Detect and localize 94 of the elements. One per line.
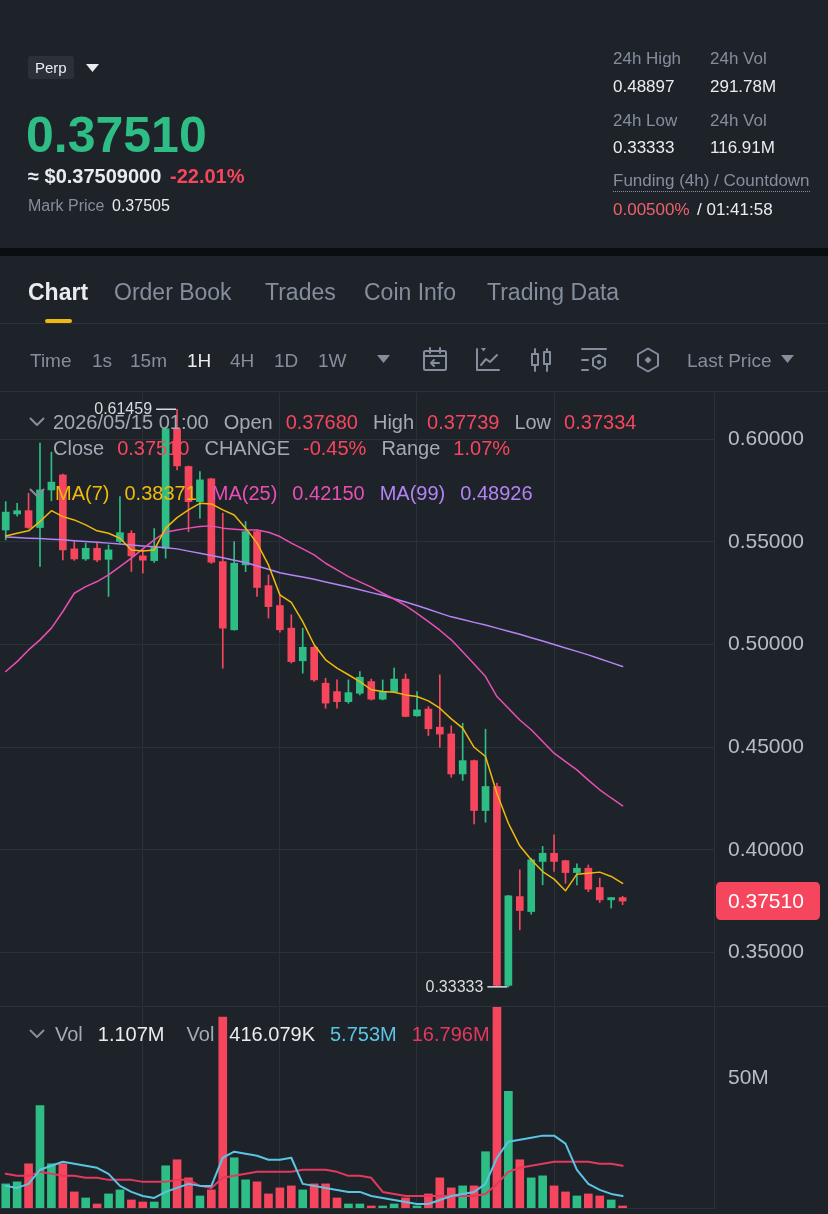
text: Order Book: [114, 279, 232, 305]
bar: [195, 1195, 205, 1208]
text: 116.91M: [710, 138, 775, 157]
bar: [207, 1189, 216, 1208]
text: 1H: [187, 350, 212, 371]
bar: [538, 1175, 547, 1208]
y-tick-label: 0.60000: [728, 426, 804, 449]
annotation: -0.45%: [303, 437, 367, 459]
y-tick-label: 0.50000: [728, 631, 804, 655]
text: Perp: [28, 56, 74, 79]
bar: [606, 1199, 616, 1208]
text: 0.37510: [728, 888, 804, 912]
bar: [149, 1201, 159, 1208]
text: 1D: [274, 350, 299, 371]
annotation: 0.37680: [285, 411, 358, 433]
text: 291.78M: [710, 77, 777, 96]
bar: [161, 1165, 170, 1208]
text: Coin Info: [364, 279, 457, 305]
bar: [275, 1187, 285, 1208]
bar: [286, 1185, 296, 1208]
annotation: 1.07%: [453, 437, 511, 459]
annotation: High: [372, 411, 415, 433]
annotation: Vol: [186, 1023, 215, 1045]
y-tick-label: 0.35000: [728, 939, 804, 963]
y-tick-label: 0.55000: [728, 528, 804, 552]
text: 1W: [318, 350, 347, 371]
text: 4H: [230, 350, 255, 371]
text: Time: [30, 350, 72, 371]
text: Trades: [265, 279, 336, 305]
bar: [549, 1185, 559, 1208]
bar: [572, 1195, 582, 1208]
annotation: 0.37334: [564, 411, 637, 433]
bar: [241, 1179, 250, 1208]
text: 24h High: [613, 49, 682, 68]
text: -22.01%: [170, 165, 245, 187]
text: 24h Vol: [710, 111, 767, 130]
bar: [344, 1203, 353, 1208]
text: 0.37505: [112, 197, 170, 214]
text: MA(99): [379, 482, 446, 504]
bar: [104, 1193, 113, 1208]
text: Mark Price: [28, 197, 105, 214]
text: 0.00500%: [613, 200, 690, 219]
bar: [127, 1199, 136, 1208]
bar: [378, 1205, 388, 1208]
text: ≈ $0.37509000: [28, 165, 162, 187]
bar: [138, 1201, 148, 1208]
bar: [584, 1193, 593, 1208]
text: Funding (4h) / Countdown: [613, 171, 810, 192]
text: Chart: [28, 279, 89, 305]
bar: [595, 1195, 605, 1208]
annotation: Vol: [55, 1023, 83, 1045]
bar: [218, 1016, 228, 1208]
annotation: 416.079K: [229, 1023, 315, 1045]
bar: [229, 1157, 239, 1208]
text: 0.37510: [26, 107, 207, 163]
annotation: Close: [53, 437, 105, 459]
text: / 01:41:58: [697, 200, 773, 219]
bar: [561, 1191, 570, 1208]
bar: [298, 1189, 308, 1208]
text: 1s: [92, 350, 113, 371]
annotation: CHANGE: [204, 437, 291, 459]
annotation: Low: [514, 411, 552, 433]
bar: [504, 1091, 513, 1208]
annotation: Range: [381, 437, 441, 459]
annotation: 0.42150: [292, 482, 365, 504]
bar: [264, 1193, 273, 1208]
annotation: 0.33333: [425, 977, 484, 995]
bar: [618, 1205, 627, 1208]
text: 5.753M: [329, 1023, 397, 1045]
annotation: 0.48926: [460, 482, 533, 504]
text: 16.796M: [411, 1023, 490, 1045]
y-tick-label: 0.45000: [728, 734, 804, 758]
y-tick-label: 0.40000: [728, 836, 804, 860]
bar: [321, 1183, 330, 1208]
text: 0.33333: [613, 138, 675, 157]
text: 24h Low: [613, 111, 678, 130]
bar: [366, 1205, 376, 1208]
text: Trading Data: [487, 279, 620, 305]
bar: [1, 1183, 11, 1208]
annotation: Open: [223, 411, 273, 433]
bar: [526, 1177, 536, 1208]
text: 50M: [728, 1065, 769, 1088]
text: Last Price: [687, 350, 772, 371]
annotation: 1.107M: [97, 1023, 165, 1045]
annotation: 0.37739: [427, 411, 500, 433]
bar: [81, 1197, 91, 1208]
bar: [515, 1159, 525, 1208]
text: 0.48897: [613, 77, 675, 96]
text: 15m: [130, 350, 167, 371]
bar: [47, 1163, 56, 1208]
bar: [252, 1181, 262, 1208]
bar: [69, 1191, 79, 1208]
text: 24h Vol: [710, 49, 767, 68]
bar: [115, 1189, 125, 1208]
